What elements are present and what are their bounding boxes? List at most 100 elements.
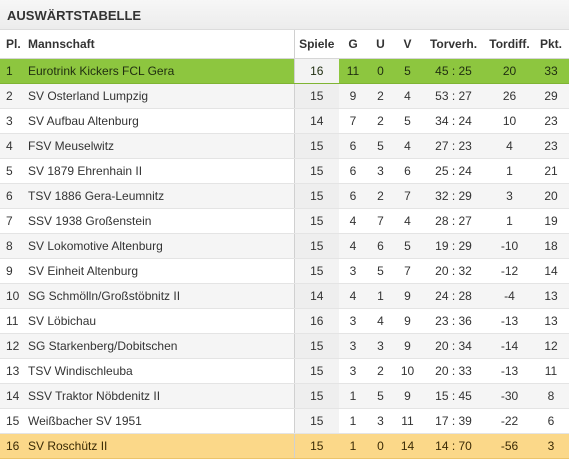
table-row[interactable]: 14 SSV Traktor Nöbdenitz II 15 1 5 9 15 : 45 -3…	[0, 383, 569, 409]
cell-points: 11	[533, 358, 569, 384]
cell-points: 23	[533, 108, 569, 134]
col-header-place[interactable]: Pl.	[0, 30, 24, 59]
cell-team[interactable]: SV Osterland Lumpzig	[24, 83, 294, 109]
cell-draw: 3	[367, 158, 394, 184]
cell-games: 15	[293, 258, 339, 284]
col-header-won[interactable]: G	[339, 30, 367, 59]
cell-lost: 9	[394, 333, 421, 359]
cell-draw: 1	[367, 283, 394, 309]
table-row[interactable]: 11 SV Löbichau 16 3 4 9 23 : 36 -13 13	[0, 308, 569, 334]
cell-games: 15	[293, 158, 339, 184]
table-row[interactable]: 7 SSV 1938 Großenstein 15 4 7 4 28 : 27 1 19	[0, 208, 569, 234]
table-row[interactable]: 2 SV Osterland Lumpzig 15 9 2 4 53 : 27 26 29	[0, 83, 569, 109]
cell-goals: 27 : 23	[421, 133, 486, 159]
cell-points: 21	[533, 158, 569, 184]
cell-goals: 20 : 34	[421, 333, 486, 359]
cell-team[interactable]: SV Löbichau	[24, 308, 294, 334]
away-standings-table: Pl. Mannschaft Spiele G U V Torverh. Tor…	[0, 30, 569, 459]
table-row[interactable]: 9 SV Einheit Altenburg 15 3 5 7 20 : 32 -12 14	[0, 258, 569, 284]
cell-draw: 2	[367, 358, 394, 384]
cell-won: 4	[339, 233, 367, 259]
cell-games: 15	[293, 433, 339, 459]
cell-goals: 25 : 24	[421, 158, 486, 184]
cell-games: 15	[293, 333, 339, 359]
cell-draw: 5	[367, 383, 394, 409]
table-row[interactable]: 13 TSV Windischleuba 15 3 2 10 20 : 33 -13 11	[0, 358, 569, 384]
table-row[interactable]: 16 SV Roschütz II 15 1 0 14 14 : 70 -56 3	[0, 433, 569, 459]
cell-goal-diff: -30	[486, 383, 533, 409]
cell-lost: 9	[394, 383, 421, 409]
cell-lost: 9	[394, 308, 421, 334]
cell-team[interactable]: TSV Windischleuba	[24, 358, 294, 384]
table-row[interactable]: 3 SV Aufbau Altenburg 14 7 2 5 34 : 24 10 23	[0, 108, 569, 134]
cell-won: 6	[339, 183, 367, 209]
cell-place: 2	[0, 83, 24, 109]
cell-goals: 24 : 28	[421, 283, 486, 309]
cell-team[interactable]: SV Aufbau Altenburg	[24, 108, 294, 134]
cell-team[interactable]: SV Roschütz II	[24, 433, 294, 459]
cell-team[interactable]: Weißbacher SV 1951	[24, 408, 294, 434]
cell-points: 12	[533, 333, 569, 359]
cell-team[interactable]: SV Lokomotive Altenburg	[24, 233, 294, 259]
cell-won: 9	[339, 83, 367, 109]
cell-team[interactable]: TSV 1886 Gera-Leumnitz	[24, 183, 294, 209]
cell-games: 15	[293, 83, 339, 109]
cell-points: 14	[533, 258, 569, 284]
cell-draw: 7	[367, 208, 394, 234]
col-header-goals[interactable]: Torverh.	[421, 30, 486, 59]
col-header-team[interactable]: Mannschaft	[24, 30, 294, 59]
col-header-goal-diff[interactable]: Tordiff.	[486, 30, 533, 59]
cell-points: 6	[533, 408, 569, 434]
cell-goal-diff: -22	[486, 408, 533, 434]
cell-draw: 3	[367, 408, 394, 434]
cell-goal-diff: -4	[486, 283, 533, 309]
cell-place: 16	[0, 433, 24, 459]
col-header-points[interactable]: Pkt.	[533, 30, 569, 59]
cell-team[interactable]: SV Einheit Altenburg	[24, 258, 294, 284]
cell-place: 7	[0, 208, 24, 234]
cell-won: 3	[339, 258, 367, 284]
table-row[interactable]: 4 FSV Meuselwitz 15 6 5 4 27 : 23 4 23	[0, 133, 569, 159]
table-title: AUSWÄRTSTABELLE	[0, 0, 569, 30]
cell-draw: 2	[367, 83, 394, 109]
col-header-draw[interactable]: U	[367, 30, 394, 59]
cell-place: 1	[0, 58, 24, 84]
cell-team[interactable]: SG Starkenberg/Dobitschen	[24, 333, 294, 359]
cell-team[interactable]: SSV 1938 Großenstein	[24, 208, 294, 234]
cell-team[interactable]: SV 1879 Ehrenhain II	[24, 158, 294, 184]
cell-goals: 15 : 45	[421, 383, 486, 409]
cell-team[interactable]: FSV Meuselwitz	[24, 133, 294, 159]
cell-goal-diff: 1	[486, 208, 533, 234]
table-row[interactable]: 10 SG Schmölln/Großstöbnitz II 14 4 1 9 24 : 2…	[0, 283, 569, 309]
cell-goal-diff: 20	[486, 58, 533, 84]
cell-goals: 20 : 33	[421, 358, 486, 384]
col-header-games[interactable]: Spiele	[293, 30, 339, 59]
col-header-lost[interactable]: V	[394, 30, 421, 59]
cell-place: 9	[0, 258, 24, 284]
table-row[interactable]: 1 Eurotrink Kickers FCL Gera 16 11 0 5 45 : 25…	[0, 58, 569, 84]
table-row[interactable]: 8 SV Lokomotive Altenburg 15 4 6 5 19 : 29 -10 1…	[0, 233, 569, 259]
table-row[interactable]: 6 TSV 1886 Gera-Leumnitz 15 6 2 7 32 : 29 3 20	[0, 183, 569, 209]
cell-team[interactable]: Eurotrink Kickers FCL Gera	[24, 58, 294, 84]
cell-games: 15	[293, 358, 339, 384]
cell-goal-diff: 1	[486, 158, 533, 184]
cell-goal-diff: 10	[486, 108, 533, 134]
cell-lost: 9	[394, 283, 421, 309]
cell-lost: 7	[394, 183, 421, 209]
cell-draw: 2	[367, 183, 394, 209]
cell-won: 6	[339, 133, 367, 159]
cell-goals: 53 : 27	[421, 83, 486, 109]
cell-goal-diff: 26	[486, 83, 533, 109]
cell-goals: 32 : 29	[421, 183, 486, 209]
cell-lost: 10	[394, 358, 421, 384]
cell-team[interactable]: SG Schmölln/Großstöbnitz II	[24, 283, 294, 309]
cell-draw: 0	[367, 433, 394, 459]
cell-games: 15	[293, 233, 339, 259]
table-row[interactable]: 5 SV 1879 Ehrenhain II 15 6 3 6 25 : 24 1 21	[0, 158, 569, 184]
cell-place: 15	[0, 408, 24, 434]
cell-draw: 3	[367, 333, 394, 359]
table-row[interactable]: 12 SG Starkenberg/Dobitschen 15 3 3 9 20 : 34-…	[0, 333, 569, 359]
cell-team[interactable]: SSV Traktor Nöbdenitz II	[24, 383, 294, 409]
table-row[interactable]: 15 Weißbacher SV 1951 15 1 3 11 17 : 39 -22 6	[0, 408, 569, 434]
cell-won: 3	[339, 308, 367, 334]
